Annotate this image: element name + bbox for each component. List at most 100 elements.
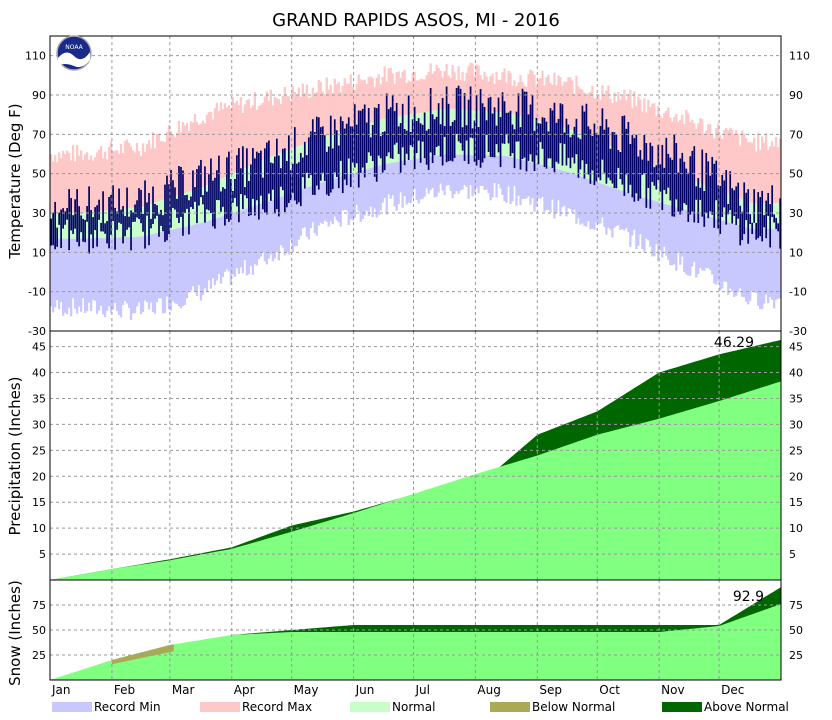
record-min-bar	[325, 180, 328, 222]
record-min-bar	[609, 186, 612, 230]
record-max-bar	[511, 85, 514, 115]
actual-temp-bar	[359, 110, 362, 173]
record-max-bar	[571, 80, 574, 131]
snow-total-label: 92.9	[733, 589, 764, 605]
record-max-bar	[423, 79, 426, 113]
record-min-bar	[271, 199, 274, 262]
actual-temp-bar	[767, 192, 770, 216]
actual-temp-bar	[709, 175, 712, 212]
record-min-bar	[207, 220, 211, 281]
actual-temp-bar	[721, 174, 724, 217]
snow-below-normal-area	[111, 644, 174, 665]
actual-temp-bar	[275, 138, 278, 210]
record-min-bar	[401, 161, 404, 208]
actual-temp-bar	[499, 117, 502, 168]
record-max-bar	[549, 83, 552, 124]
record-max-bar	[259, 104, 263, 161]
record-min-bar	[663, 203, 666, 247]
record-max-bar	[487, 81, 490, 112]
snow-panel: 25 25 50 50 75 75	[32, 35, 803, 681]
record-min-bar	[421, 157, 424, 199]
record-min-bar	[351, 173, 354, 221]
record-min-bar	[499, 155, 502, 189]
record-min-bar	[185, 226, 189, 299]
actual-temp-bar	[657, 144, 660, 180]
actual-temp-bar	[120, 209, 122, 224]
actual-temp-bar	[110, 194, 112, 235]
record-max-bar	[111, 150, 115, 210]
record-min-bar	[575, 174, 578, 224]
record-min-bar	[417, 158, 420, 204]
actual-temp-bar	[559, 103, 562, 144]
record-min-bar	[707, 216, 710, 269]
record-max-bar	[519, 74, 522, 117]
record-min-bar	[137, 236, 141, 303]
record-max-bar	[299, 96, 302, 146]
legend-label: Below Normal	[532, 700, 615, 714]
record-min-bar	[397, 161, 400, 205]
record-min-bar	[691, 211, 694, 267]
actual-temp-bar	[765, 200, 768, 239]
actual-temp-bar	[72, 215, 74, 235]
record-min-bar	[191, 224, 195, 287]
actual-temp-bar	[361, 108, 364, 168]
record-max-bar	[637, 96, 640, 158]
actual-temp-bar	[687, 172, 690, 222]
record-min-bar	[119, 237, 123, 318]
actual-temp-bar	[250, 164, 252, 216]
actual-temp-bar	[323, 135, 326, 181]
actual-temp-bar	[463, 93, 466, 161]
record-min-bar	[65, 238, 69, 315]
temperature-tick-right: 70	[789, 128, 803, 141]
precipitation-tick-left: 25	[32, 444, 46, 457]
record-max-bar	[671, 121, 674, 173]
record-min-bar	[641, 197, 644, 250]
actual-temp-bar	[763, 215, 766, 228]
record-min-bar	[521, 159, 524, 199]
actual-temp-bar	[439, 124, 442, 157]
actual-temp-bar	[691, 150, 694, 212]
record-max-bar	[611, 103, 614, 147]
actual-temp-bar	[393, 111, 396, 145]
record-min-bar	[559, 169, 562, 217]
record-max-bar	[221, 109, 225, 179]
precipitation-tick-right: 45	[789, 341, 803, 354]
record-max-bar	[703, 133, 706, 186]
actual-temp-bar	[643, 135, 646, 174]
precipitation-tick-left: 20	[32, 470, 46, 483]
record-max-bar	[113, 150, 117, 210]
record-min-bar	[505, 155, 508, 203]
record-max-bar	[225, 107, 229, 177]
record-min-bar	[281, 196, 284, 248]
record-max-bar	[395, 71, 398, 117]
record-min-bar	[329, 179, 332, 222]
record-max-bar	[271, 105, 274, 157]
month-label: Apr	[234, 683, 255, 697]
record-min-bar	[215, 218, 219, 281]
record-min-bar	[581, 176, 584, 224]
record-max-bar	[651, 103, 654, 164]
record-max-bar	[67, 152, 71, 213]
record-min-bar	[685, 209, 688, 275]
record-max-bar	[337, 82, 340, 133]
record-max-bar	[133, 152, 137, 208]
actual-temp-bar	[264, 148, 266, 213]
actual-temp-bar	[637, 156, 640, 201]
temperature-tick-left: 10	[32, 246, 46, 259]
actual-temp-bar	[545, 121, 548, 169]
actual-temp-bar	[230, 179, 232, 220]
actual-temp-bar	[669, 157, 672, 201]
record-max-bar	[565, 81, 568, 128]
month-label: Oct	[599, 683, 620, 697]
record-min-bar	[541, 165, 544, 197]
record-max-bar	[545, 76, 548, 123]
actual-temp-bar	[517, 93, 520, 142]
record-max-bar	[301, 83, 304, 145]
record-max-bar	[93, 157, 97, 212]
actual-temp-bar	[551, 110, 554, 168]
actual-temp-bar	[651, 146, 654, 182]
record-max-bar	[277, 99, 280, 154]
record-max-bar	[397, 71, 400, 117]
record-min-bar	[333, 178, 336, 217]
actual-temp-bar	[549, 108, 552, 159]
